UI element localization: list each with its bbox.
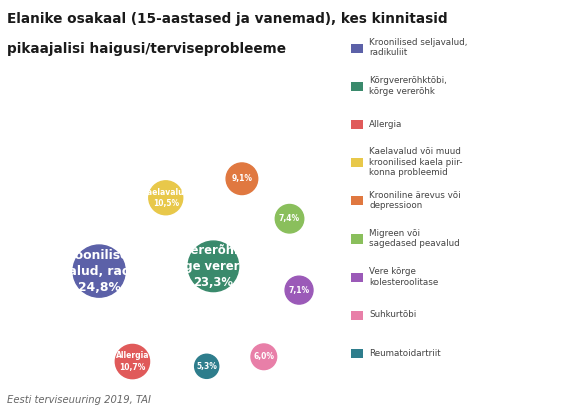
Text: Allergia: Allergia (369, 120, 403, 129)
Circle shape (115, 344, 149, 378)
Text: Krooniline ärevus või
depressioon: Krooniline ärevus või depressioon (369, 191, 461, 210)
Text: Vere kõrge
kolesteroolitase: Vere kõrge kolesteroolitase (369, 267, 438, 286)
Text: Kroonilised seljavalud,
radikuliit: Kroonilised seljavalud, radikuliit (369, 38, 468, 57)
Text: Suhkurtõbi: Suhkurtõbi (369, 310, 417, 320)
Circle shape (275, 205, 304, 233)
Text: 7,1%: 7,1% (288, 286, 310, 295)
Text: Reumatoidartriit: Reumatoidartriit (369, 349, 441, 358)
Text: Allergia
10,7%: Allergia 10,7% (116, 352, 149, 371)
Circle shape (226, 163, 258, 195)
Text: Elanike osakaal (15-aastased ja vanemad), kes kinnitasid: Elanike osakaal (15-aastased ja vanemad)… (7, 12, 448, 27)
Circle shape (285, 276, 313, 304)
Text: 5,3%: 5,3% (196, 362, 217, 371)
Text: 7,4%: 7,4% (279, 214, 300, 223)
Circle shape (149, 181, 183, 215)
Text: Kaelavalud
10,5%: Kaelavalud 10,5% (142, 188, 190, 208)
Text: pikaajalisi haigusi/terviseprobleeme: pikaajalisi haigusi/terviseprobleeme (7, 42, 286, 56)
Text: Kõrgvererõhktõbi,
kõrge vererõhk: Kõrgvererõhktõbi, kõrge vererõhk (369, 76, 447, 95)
Text: Kaelavalud või muud
kroonilised kaela piir-
konna probleemid: Kaelavalud või muud kroonilised kaela pi… (369, 147, 463, 177)
Text: Migreen või
sagedased peavalud: Migreen või sagedased peavalud (369, 229, 460, 248)
Text: Eesti terviseuuring 2019, TAI: Eesti terviseuuring 2019, TAI (7, 395, 152, 405)
Circle shape (188, 241, 239, 292)
Text: 6,0%: 6,0% (253, 352, 274, 361)
Circle shape (194, 354, 219, 378)
Text: Kõrgvererõhktõbi,
kõrge vererõhk
23,3%: Kõrgvererõhktõbi, kõrge vererõhk 23,3% (153, 244, 274, 289)
Text: Kroonilised
seljavalud, radikuliit
24,8%: Kroonilised seljavalud, radikuliit 24,8% (28, 249, 170, 293)
Text: 9,1%: 9,1% (231, 174, 253, 183)
Circle shape (251, 344, 276, 370)
Circle shape (73, 245, 125, 297)
